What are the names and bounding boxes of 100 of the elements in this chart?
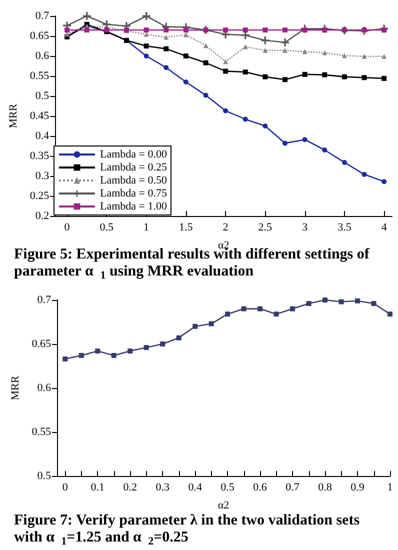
point [388,312,392,317]
point [322,148,328,152]
point [302,28,308,32]
y-tick-label: 0.4 [35,130,50,142]
point [302,49,308,54]
point [164,46,169,52]
x-tick-label: 0.9 [350,482,365,494]
point [322,72,328,78]
point [144,54,149,58]
y-tick-label: 0.55 [30,70,50,82]
legend-label: Lambda = 0.50 [100,174,168,186]
point [242,28,248,32]
point [183,80,188,84]
x-tick-label: 0.4 [188,482,202,494]
y-tick-label: 0.7 [35,10,50,22]
x-tick-label: 0.7 [286,482,300,494]
point [128,348,133,354]
point [176,335,182,340]
point [342,74,347,80]
x-tick-label: 0.5 [100,222,114,234]
point [241,306,246,312]
point [160,342,166,346]
point [322,50,328,56]
x-tick-label: 0 [62,482,68,494]
point [223,108,228,114]
point [223,28,228,32]
y-tick-label: 0.5 [37,470,52,482]
point [82,12,91,20]
point [223,59,228,64]
point [262,124,268,128]
point [203,43,208,48]
point [78,352,84,358]
x-tick-label: 1 [144,222,150,234]
point [362,172,367,177]
point [164,28,169,32]
point [322,28,328,32]
point [183,28,188,32]
x-axis-title: α2 [218,500,230,512]
y-tick-label: 0.35 [30,150,50,162]
point [274,312,279,317]
point [262,48,268,53]
point [362,28,367,32]
point [203,92,208,98]
point [342,160,347,165]
y-tick-label: 0.5 [35,90,50,102]
y-tick-label: 0.6 [37,382,52,394]
point [322,298,328,302]
point [342,53,347,58]
point [371,301,376,306]
point [282,140,288,146]
point [382,179,387,184]
x-tick-label: 0.2 [123,482,137,494]
y-tick-label: 0.45 [30,110,50,122]
point [382,54,387,59]
y-tick-label: 0.2 [35,210,50,222]
point [144,345,149,350]
x-tick-label: 0 [64,222,70,234]
point [362,54,367,59]
point [282,28,288,32]
x-tick-label: 1 [387,482,393,494]
point [261,36,270,44]
y-tick-label: 0.65 [32,338,52,350]
point [281,38,289,46]
x-tick-label: 0.3 [156,482,170,494]
point [338,299,344,304]
point [164,65,169,70]
x-tick-label: 0.5 [220,482,235,494]
point [95,348,100,354]
x-axis-title: α2 [218,240,230,252]
x-tick-label: 0.1 [90,482,104,494]
point [290,306,296,312]
point [362,75,367,80]
point [282,48,288,53]
point [382,28,387,32]
point [84,28,90,32]
point [382,76,387,81]
point [242,70,248,74]
point [144,28,149,32]
y-tick-label: 0.7 [37,294,52,306]
x-tick-label: 0.6 [253,482,268,494]
point [164,34,169,40]
point [223,68,228,74]
point [282,77,288,82]
point [302,137,308,142]
point [64,28,70,32]
y-tick-label: 0.3 [35,170,50,182]
x-tick-label: 3.5 [338,222,352,234]
legend-label: Lambda = 1.00 [100,200,168,212]
point [302,72,308,77]
legend-label: Lambda = 0.75 [100,188,168,200]
x-tick-label: 1.5 [179,222,194,234]
x-tick-label: 2.5 [258,222,273,234]
point [262,74,268,80]
x-tick-label: 2 [222,222,228,234]
x-tick-label: 4 [381,222,388,234]
point [203,60,208,66]
legend-label: Lambda = 0.00 [100,148,168,160]
point [242,116,248,122]
point [144,44,149,48]
point [62,356,68,362]
